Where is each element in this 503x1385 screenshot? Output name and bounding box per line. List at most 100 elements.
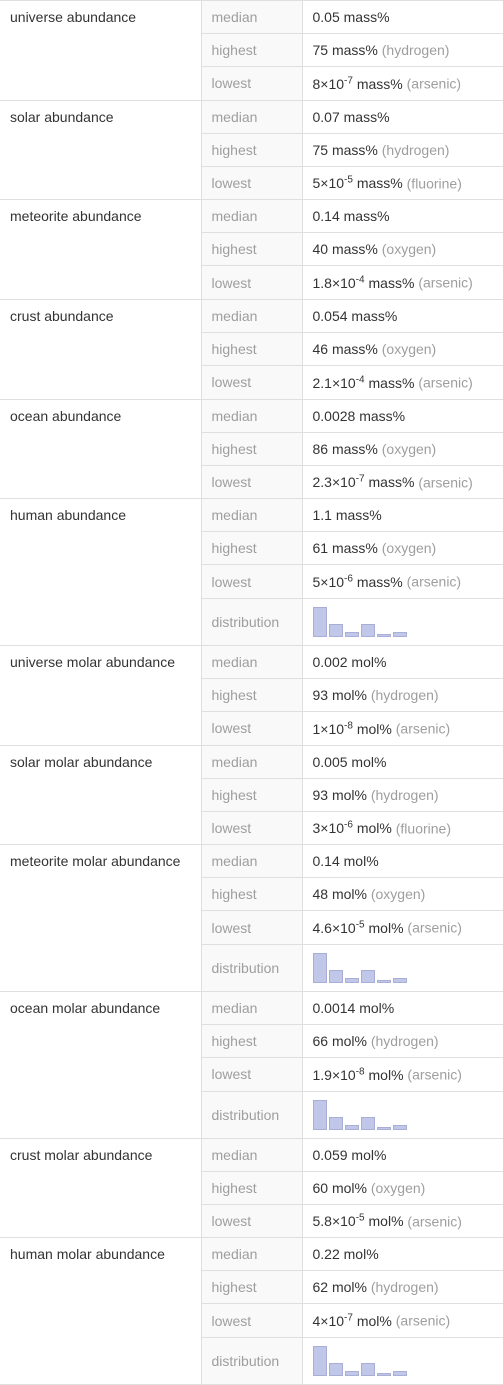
- table-row: ocean molar abundancemedian0.0014 mol%: [0, 991, 503, 1024]
- stat-label: distribution: [201, 1091, 302, 1138]
- distribution-bar: [393, 1125, 407, 1130]
- stat-label: median: [201, 100, 302, 133]
- distribution-bar: [377, 634, 391, 637]
- group-name: human molar abundance: [0, 1238, 201, 1385]
- value-text: 48 mol%: [313, 886, 367, 902]
- stat-label: median: [201, 399, 302, 432]
- distribution-chart: [313, 1100, 494, 1130]
- distribution-bar: [329, 1363, 343, 1376]
- distribution-bar: [393, 632, 407, 637]
- distribution-bar: [361, 624, 375, 637]
- stat-value: 2.1×10-4 mass% (arsenic): [302, 365, 503, 399]
- value-text: 2.1×10-4 mass%: [313, 375, 415, 391]
- distribution-chart: [313, 607, 494, 637]
- value-text: 0.005 mol%: [313, 754, 387, 770]
- stat-label: lowest: [201, 465, 302, 499]
- stat-value: 5.8×10-5 mol% (arsenic): [302, 1204, 503, 1238]
- stat-value: 93 mol% (hydrogen): [302, 778, 503, 811]
- value-text: 60 mol%: [313, 1180, 367, 1196]
- value-text: 0.0028 mass%: [313, 408, 406, 424]
- stat-label: distribution: [201, 598, 302, 645]
- stat-label: highest: [201, 1024, 302, 1057]
- stat-value: 0.22 mol%: [302, 1238, 503, 1271]
- stat-label: median: [201, 299, 302, 332]
- table-row: ocean abundancemedian0.0028 mass%: [0, 399, 503, 432]
- stat-value: 4.6×10-5 mol% (arsenic): [302, 911, 503, 945]
- value-text: 1.1 mass%: [313, 507, 382, 523]
- element-text: (arsenic): [407, 920, 461, 936]
- element-text: (arsenic): [418, 275, 472, 291]
- table-row: meteorite abundancemedian0.14 mass%: [0, 200, 503, 233]
- element-text: (oxygen): [382, 441, 436, 457]
- stat-label: median: [201, 745, 302, 778]
- stat-value: 0.0028 mass%: [302, 399, 503, 432]
- table-row: solar abundancemedian0.07 mass%: [0, 100, 503, 133]
- value-text: 75 mass%: [313, 142, 378, 158]
- value-text: 46 mass%: [313, 341, 378, 357]
- stat-value: [302, 944, 503, 991]
- element-text: (arsenic): [407, 1213, 461, 1229]
- stat-value: 75 mass% (hydrogen): [302, 34, 503, 67]
- value-text: 0.14 mol%: [313, 853, 379, 869]
- stat-value: 75 mass% (hydrogen): [302, 133, 503, 166]
- stat-label: highest: [201, 532, 302, 565]
- value-text: 5×10-5 mass%: [313, 175, 403, 191]
- stat-label: lowest: [201, 1304, 302, 1338]
- element-text: (arsenic): [418, 474, 472, 490]
- stat-value: 60 mol% (oxygen): [302, 1171, 503, 1204]
- element-text: (arsenic): [418, 375, 472, 391]
- stat-value: 1.9×10-8 mol% (arsenic): [302, 1057, 503, 1091]
- stat-value: 0.059 mol%: [302, 1138, 503, 1171]
- distribution-bar: [345, 1125, 359, 1130]
- value-text: 0.07 mass%: [313, 109, 390, 125]
- group-name: meteorite molar abundance: [0, 845, 201, 992]
- stat-label: median: [201, 991, 302, 1024]
- distribution-bar: [361, 970, 375, 983]
- stat-value: 0.14 mass%: [302, 200, 503, 233]
- value-text: 1×10-8 mol%: [313, 721, 392, 737]
- stat-label: highest: [201, 432, 302, 465]
- stat-value: 0.005 mol%: [302, 745, 503, 778]
- stat-label: distribution: [201, 944, 302, 991]
- stat-value: 0.05 mass%: [302, 1, 503, 34]
- element-text: (fluorine): [407, 175, 462, 191]
- stat-label: highest: [201, 778, 302, 811]
- value-text: 0.05 mass%: [313, 9, 390, 25]
- stat-label: lowest: [201, 365, 302, 399]
- value-text: 3×10-6 mol%: [313, 820, 392, 836]
- stat-value: 0.14 mol%: [302, 845, 503, 878]
- distribution-bar: [345, 1371, 359, 1376]
- group-name: human abundance: [0, 499, 201, 646]
- stat-label: highest: [201, 34, 302, 67]
- table-row: human molar abundancemedian0.22 mol%: [0, 1238, 503, 1271]
- stat-label: lowest: [201, 266, 302, 300]
- value-text: 0.14 mass%: [313, 208, 390, 224]
- table-row: universe molar abundancemedian0.002 mol%: [0, 645, 503, 678]
- table-row: human abundancemedian1.1 mass%: [0, 499, 503, 532]
- value-text: 93 mol%: [313, 687, 367, 703]
- stat-label: lowest: [201, 166, 302, 200]
- stat-value: 46 mass% (oxygen): [302, 332, 503, 365]
- distribution-bar: [393, 1371, 407, 1376]
- distribution-bar: [329, 1117, 343, 1130]
- distribution-bar: [361, 1363, 375, 1376]
- stat-value: 48 mol% (oxygen): [302, 878, 503, 911]
- stat-value: 0.07 mass%: [302, 100, 503, 133]
- distribution-bar: [329, 624, 343, 637]
- element-text: (oxygen): [382, 241, 436, 257]
- table-row: crust molar abundancemedian0.059 mol%: [0, 1138, 503, 1171]
- stat-value: 66 mol% (hydrogen): [302, 1024, 503, 1057]
- stat-value: [302, 1091, 503, 1138]
- element-text: (oxygen): [382, 341, 436, 357]
- group-name: solar molar abundance: [0, 745, 201, 845]
- stat-label: lowest: [201, 811, 302, 845]
- stat-value: 0.002 mol%: [302, 645, 503, 678]
- table-row: solar molar abundancemedian0.005 mol%: [0, 745, 503, 778]
- element-text: (oxygen): [371, 886, 425, 902]
- distribution-bar: [313, 607, 327, 637]
- value-text: 0.054 mass%: [313, 308, 398, 324]
- distribution-bar: [377, 1127, 391, 1130]
- table-row: universe abundancemedian0.05 mass%: [0, 1, 503, 34]
- element-text: (arsenic): [396, 721, 450, 737]
- value-text: 40 mass%: [313, 241, 378, 257]
